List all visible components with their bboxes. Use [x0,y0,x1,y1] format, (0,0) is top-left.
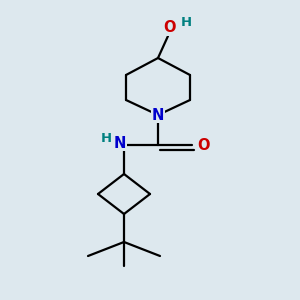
Text: N: N [114,136,126,151]
Text: H: H [100,133,112,146]
Text: H: H [180,16,192,28]
Text: N: N [152,107,164,122]
Text: O: O [164,20,176,35]
Text: O: O [198,137,210,152]
